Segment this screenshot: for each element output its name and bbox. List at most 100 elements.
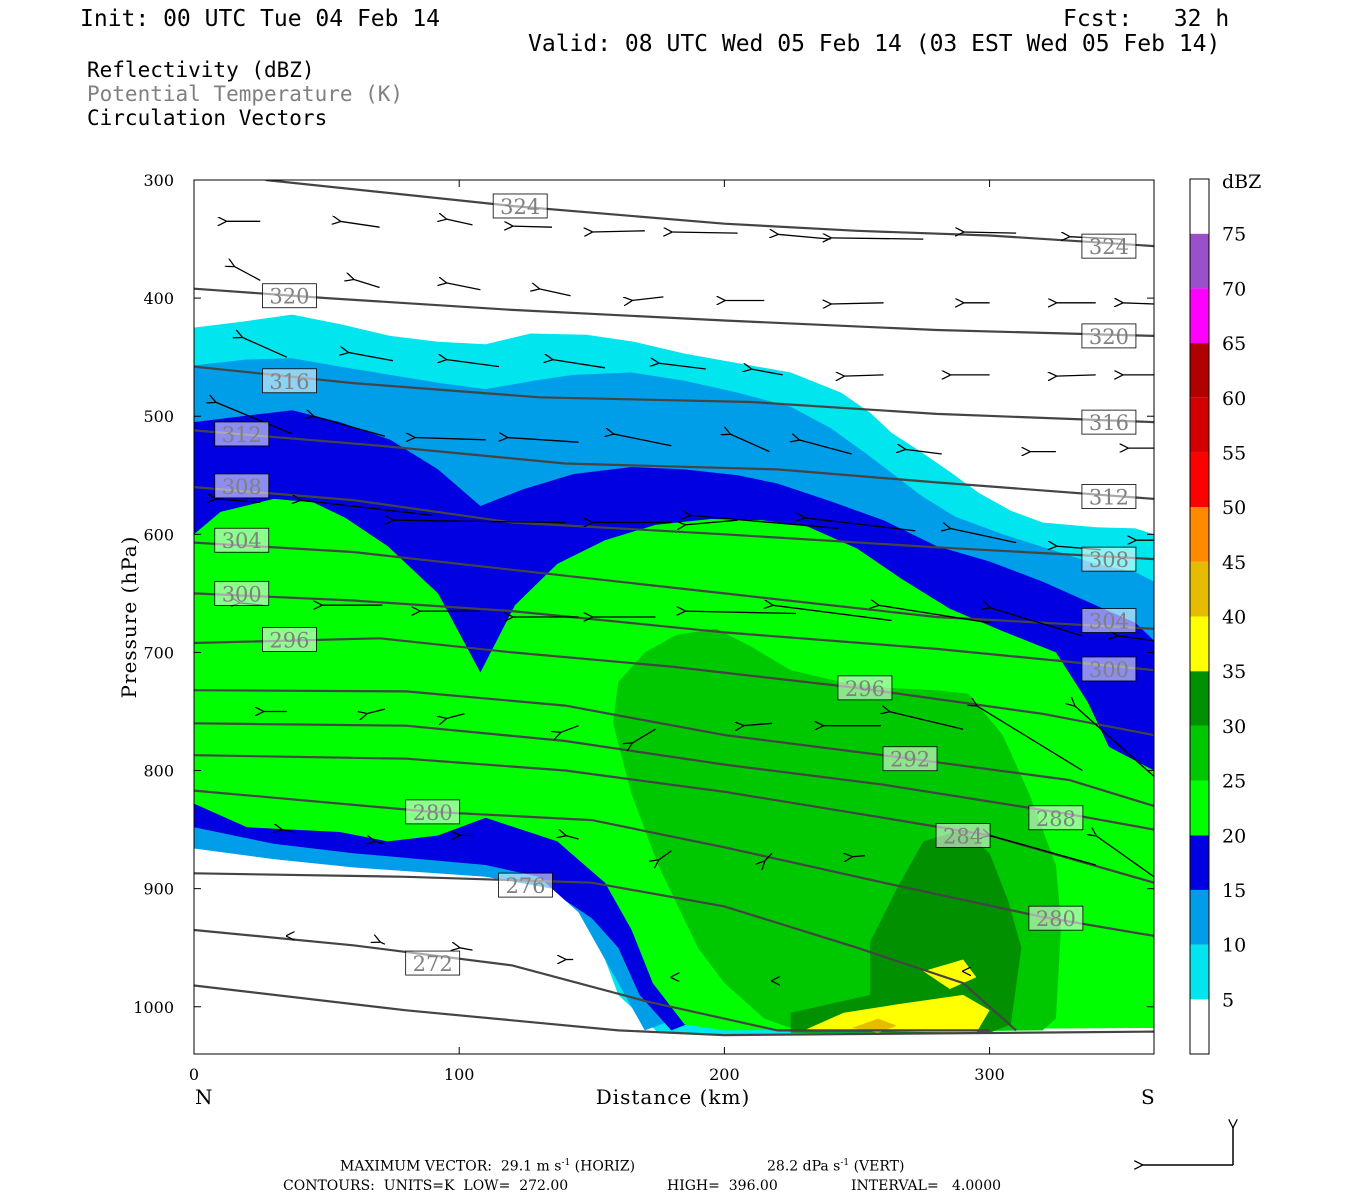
- plot-frame: [193, 179, 1155, 1055]
- y-tick-label-1000: 1000: [133, 998, 174, 1017]
- circulation-vector-40: [215, 499, 261, 503]
- circulation-vector-44: [685, 519, 738, 525]
- theta-label-280-0: 280: [405, 799, 461, 825]
- colorbar-label-5: 5: [1222, 989, 1234, 1011]
- circulation-vector-73: [565, 836, 579, 840]
- circulation-vector-21: [348, 352, 394, 362]
- circulation-vector-81: [459, 948, 473, 950]
- circulation-vector-77: [990, 836, 1096, 866]
- circulation-vector-1: [340, 221, 380, 228]
- theta-contour-272: [194, 928, 990, 1032]
- circulation-vector-31: [313, 416, 386, 437]
- theta-label-text: 316: [269, 370, 309, 394]
- theta-contour-labels: 324 324 320 320 316 316 312 312 308 308 304 304 300 3…: [214, 193, 1137, 976]
- theta-contour-lowest: [194, 984, 1154, 1037]
- colorbar-swatch-10: [1190, 452, 1209, 508]
- theta-contour-304: [194, 541, 1154, 630]
- field-reflectivity: Reflectivity (dBZ): [87, 58, 315, 82]
- theta-label-text: 312: [222, 423, 262, 447]
- theta-contour-324: [265, 180, 1154, 248]
- circulation-vector-57: [878, 605, 990, 624]
- colorbar-swatch-12: [1190, 343, 1209, 398]
- circulation-vector-30: [215, 402, 293, 435]
- theta-contour-312: [194, 429, 1154, 500]
- circulation-vector-74: [658, 850, 672, 860]
- colorbar-label-65: 65: [1222, 333, 1246, 355]
- y-tick-label-600: 600: [143, 525, 174, 544]
- circulation-vector-75: [764, 852, 773, 861]
- theta-label-text: 316: [1089, 411, 1129, 435]
- colorbar-label-55: 55: [1222, 442, 1246, 464]
- colorbar-swatch-8: [1190, 561, 1209, 617]
- circulation-vector-16: [831, 303, 884, 304]
- x-tick-label-200: 200: [709, 1065, 740, 1084]
- circulation-vector-80: [380, 942, 386, 945]
- theta-label-288-0: 288: [1028, 805, 1084, 831]
- contours-interval: INTERVAL= 4.0000: [851, 1178, 1002, 1194]
- reflectivity-fill: [194, 314, 1154, 1036]
- theta-label-324-0: 324: [492, 193, 548, 219]
- south-end-label: S: [1141, 1085, 1156, 1109]
- circulation-vector-56: [772, 605, 892, 622]
- colorbar-label-75: 75: [1222, 224, 1246, 246]
- circulation-vector-12: [446, 283, 481, 291]
- theta-label-316-1: 316: [1081, 409, 1137, 435]
- theta-label-308-1: 308: [1081, 546, 1137, 572]
- theta-label-text: 320: [269, 285, 309, 309]
- theta-contour-296: [194, 637, 1154, 737]
- theta-label-316-0: 316: [262, 368, 317, 394]
- theta-label-text: 288: [1036, 807, 1076, 831]
- circulation-vector-36: [799, 440, 852, 455]
- theta-label-text: 308: [1089, 548, 1129, 572]
- circulation-vector-5: [671, 232, 738, 233]
- y-tick-label-900: 900: [143, 880, 174, 899]
- colorbar-title: dBZ: [1222, 171, 1261, 193]
- theta-contour-300: [194, 592, 1154, 672]
- field-vectors: Circulation Vectors: [87, 106, 328, 130]
- circulation-vector-70: [282, 830, 295, 832]
- colorbar-label-30: 30: [1222, 716, 1246, 738]
- colorbar-swatch-9: [1190, 507, 1209, 562]
- x-tick-label-100: 100: [444, 1065, 475, 1084]
- colorbar-label-40: 40: [1222, 607, 1246, 629]
- axes: 300 400 500 600 700 800 900 1000 0 100 200 300: [133, 171, 1154, 1084]
- circulation-vector-78: [1096, 836, 1154, 878]
- theta-label-text: 300: [1089, 658, 1129, 682]
- theta-label-276-0: 276: [498, 872, 553, 898]
- circulation-vector-55: [685, 611, 797, 613]
- circulation-vector-47: [950, 528, 1017, 544]
- colorbar-label-60: 60: [1222, 388, 1246, 410]
- circulation-vector-24: [658, 363, 706, 370]
- circulation-vector-65: [743, 723, 773, 725]
- max-vector-vert: 28.2 dPa s-1 (VERT): [767, 1158, 905, 1175]
- colorbar-swatch-1: [1190, 944, 1209, 1000]
- circulation-vector-11: [353, 279, 380, 289]
- theta-contours: [194, 180, 1154, 1037]
- colorbar-label-70: 70: [1222, 278, 1246, 300]
- y-tick-label-300: 300: [143, 171, 174, 190]
- theta-label-312-0: 312: [214, 421, 270, 447]
- x-axis-title: Distance (km): [596, 1085, 751, 1109]
- colorbar-label-20: 20: [1222, 825, 1246, 847]
- x-tick-label-300: 300: [974, 1065, 1005, 1084]
- circulation-vector-62: [446, 713, 465, 719]
- y-axis-title: Pressure (hPa): [117, 536, 141, 699]
- theta-label-text: 324: [500, 195, 540, 219]
- y-tick-label-500: 500: [143, 407, 174, 426]
- circulation-vector-67: [889, 712, 964, 730]
- theta-label-text: 300: [222, 582, 262, 606]
- circulation-vector-32: [414, 438, 486, 440]
- colorbar-swatch-3: [1190, 835, 1209, 890]
- circulation-vector-37: [905, 449, 942, 455]
- contours-info: CONTOURS: UNITS=K LOW= 272.00: [283, 1178, 569, 1194]
- circulation-vector-2: [446, 219, 473, 226]
- colorbar-label-35: 35: [1222, 661, 1246, 683]
- theta-label-text: 280: [1036, 907, 1076, 931]
- theta-label-320-1: 320: [1081, 323, 1137, 349]
- theta-contour-292: [194, 689, 1154, 808]
- colorbar-label-50: 50: [1222, 497, 1246, 519]
- circulation-vector-6: [777, 234, 831, 240]
- reference-vector-icon: [1142, 1127, 1233, 1165]
- colorbar-label-25: 25: [1222, 771, 1246, 793]
